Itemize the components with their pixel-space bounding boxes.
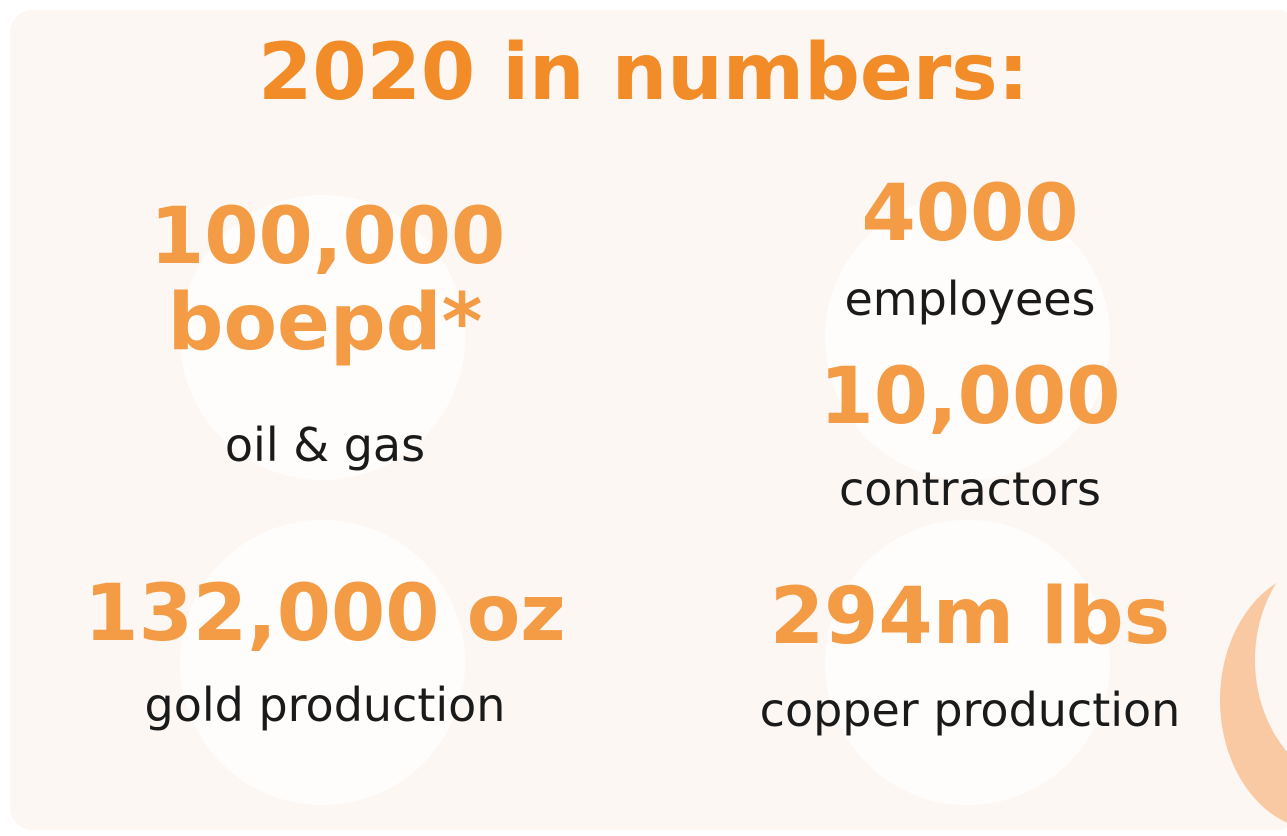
- circle: [180, 520, 465, 805]
- stat-label: gold production: [144, 678, 506, 732]
- stat-value: 4000: [861, 169, 1079, 259]
- stat-value: 132,000 oz: [84, 569, 566, 659]
- stat-label: contractors: [838, 462, 1102, 516]
- stat-label: oil & gas: [224, 418, 426, 472]
- stat-label: copper production: [759, 683, 1181, 737]
- circle: [180, 195, 465, 480]
- stat-value: 10,000: [819, 352, 1121, 442]
- circle: [825, 520, 1110, 805]
- stat-value: 294m lbs: [769, 572, 1171, 662]
- circle: [825, 195, 1110, 480]
- card: [10, 10, 1287, 830]
- stat-label: employees: [844, 272, 1096, 326]
- title: 2020 in numbers:: [258, 28, 1029, 118]
- stat-value: 100,000 boepd*: [150, 192, 506, 368]
